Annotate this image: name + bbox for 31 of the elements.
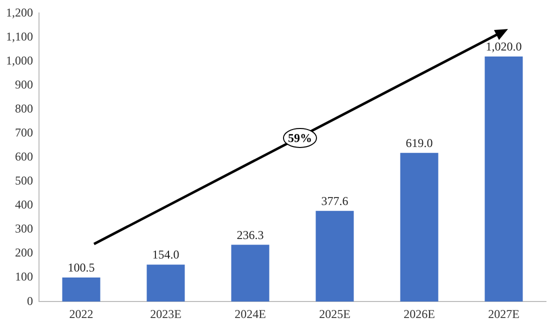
bar xyxy=(484,56,523,302)
data-label: 1,020.0 xyxy=(486,40,522,54)
bar xyxy=(400,152,438,302)
y-tick-label: 700 xyxy=(15,126,33,140)
bar xyxy=(62,277,100,302)
y-tick-label: 500 xyxy=(15,174,33,188)
data-label: 377.6 xyxy=(321,194,348,208)
data-label: 100.5 xyxy=(68,260,95,275)
data-label: 236.3 xyxy=(236,228,264,242)
y-tick-label: 1,100 xyxy=(6,29,33,44)
y-tick-label: 900 xyxy=(15,77,33,92)
x-tick-label: 2025E xyxy=(319,306,350,321)
y-tick-label: 100 xyxy=(15,270,33,284)
bar xyxy=(231,244,270,302)
x-tick-label: 2027E xyxy=(488,306,520,321)
data-label: 619.0 xyxy=(406,136,433,150)
x-tick-label: 2023E xyxy=(150,306,182,321)
y-tick-label: 1,000 xyxy=(6,53,33,68)
y-tick-label: 800 xyxy=(15,101,33,116)
y-tick-label: 200 xyxy=(15,246,33,260)
x-tick-label: 2022 xyxy=(69,306,94,321)
y-tick-label: 600 xyxy=(15,150,33,164)
x-tick-label: 2026E xyxy=(404,306,435,321)
data-label: 154.0 xyxy=(152,248,180,262)
bar xyxy=(146,264,185,302)
bar xyxy=(316,210,354,302)
y-tick-label: 1,200 xyxy=(6,5,33,20)
y-tick-label: 0 xyxy=(27,294,33,308)
x-tick-label: 2024E xyxy=(234,306,266,321)
y-tick-label: 300 xyxy=(15,222,33,236)
y-tick-label: 400 xyxy=(15,198,33,212)
